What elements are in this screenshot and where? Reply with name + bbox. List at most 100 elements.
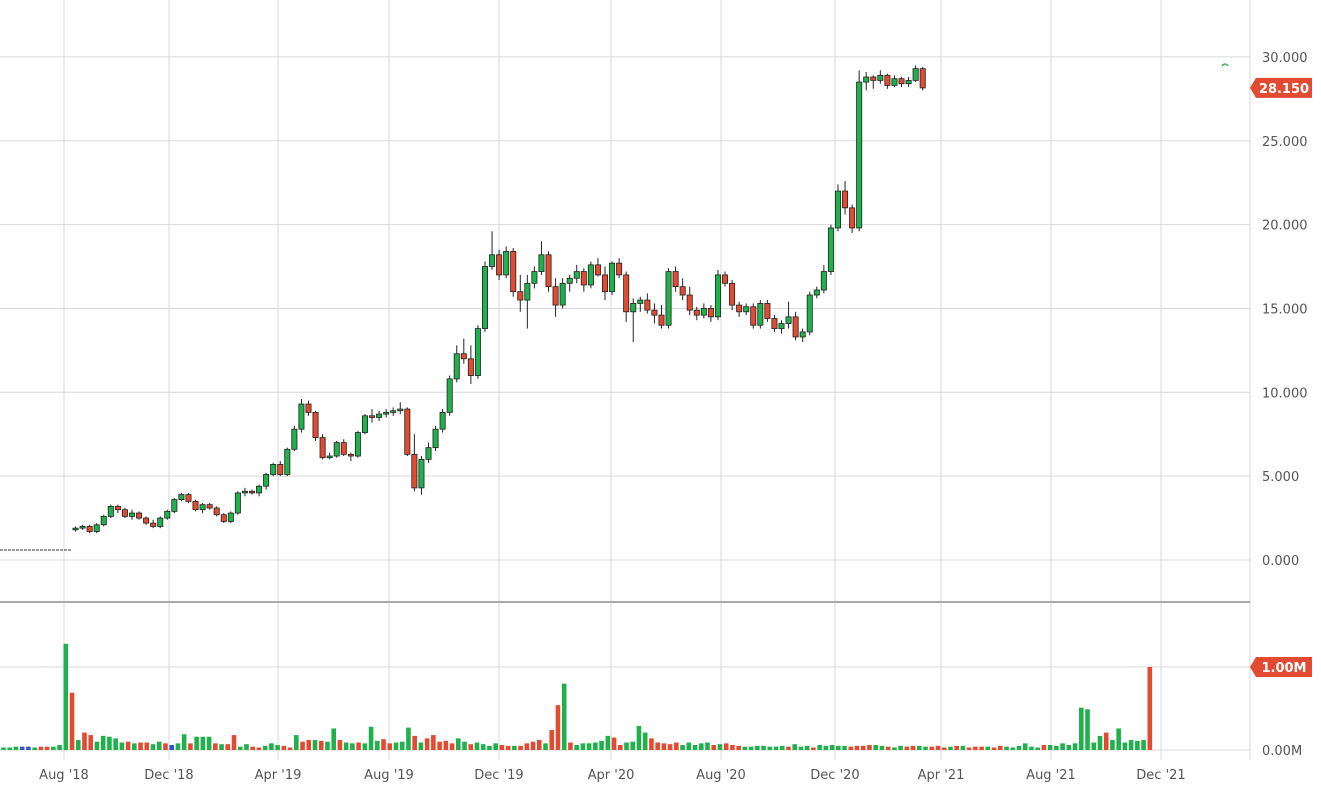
candle[interactable] bbox=[263, 472, 270, 490]
volume-bar[interactable] bbox=[904, 746, 910, 750]
candle[interactable] bbox=[736, 301, 743, 317]
candle[interactable] bbox=[72, 526, 79, 532]
candle[interactable] bbox=[446, 375, 453, 416]
volume-bar[interactable] bbox=[692, 745, 698, 750]
volume-bar[interactable] bbox=[1066, 745, 1072, 750]
volume-bar[interactable] bbox=[119, 742, 125, 750]
volume-bar[interactable] bbox=[518, 745, 523, 750]
volume-bar[interactable] bbox=[966, 747, 972, 750]
candle[interactable] bbox=[496, 249, 503, 280]
candle[interactable] bbox=[284, 447, 291, 477]
candle[interactable] bbox=[651, 303, 658, 324]
candle[interactable] bbox=[347, 452, 354, 462]
volume-bar[interactable] bbox=[356, 742, 361, 750]
candle[interactable] bbox=[121, 508, 128, 519]
candle[interactable] bbox=[757, 300, 764, 329]
candle[interactable] bbox=[270, 462, 277, 477]
volume-bar[interactable] bbox=[536, 740, 542, 750]
volume-bar[interactable] bbox=[811, 747, 816, 750]
volume-bar[interactable] bbox=[1016, 745, 1022, 750]
candle[interactable] bbox=[573, 264, 580, 284]
volume-bar[interactable] bbox=[910, 745, 916, 750]
candle[interactable] bbox=[665, 268, 672, 329]
candle[interactable] bbox=[714, 269, 721, 321]
candle[interactable] bbox=[842, 180, 849, 215]
volume-bar[interactable] bbox=[138, 742, 143, 750]
candle[interactable] bbox=[834, 184, 841, 232]
candle[interactable] bbox=[411, 434, 418, 492]
volume-bar[interactable] bbox=[237, 746, 243, 750]
candle[interactable] bbox=[220, 513, 227, 524]
volume-bar[interactable] bbox=[418, 742, 424, 750]
volume-bar[interactable] bbox=[680, 745, 685, 750]
volume-bar[interactable] bbox=[381, 739, 386, 750]
volume-bar[interactable] bbox=[530, 741, 536, 750]
volume-bar[interactable] bbox=[82, 732, 87, 750]
volume-bar[interactable] bbox=[343, 742, 349, 750]
volume-bar[interactable] bbox=[705, 742, 710, 750]
volume-bar[interactable] bbox=[63, 643, 69, 750]
candle[interactable] bbox=[128, 509, 135, 520]
volume-bar[interactable] bbox=[630, 741, 636, 750]
volume-bar[interactable] bbox=[867, 745, 872, 750]
candle[interactable] bbox=[248, 489, 255, 495]
volume-bar[interactable] bbox=[655, 742, 660, 750]
volume-bar[interactable] bbox=[51, 746, 56, 750]
volume-bar[interactable] bbox=[568, 742, 573, 750]
volume-bar[interactable] bbox=[667, 744, 673, 750]
volume-bar[interactable] bbox=[642, 732, 648, 750]
volume-bar[interactable] bbox=[998, 745, 1003, 750]
candle[interactable] bbox=[813, 286, 820, 299]
candle[interactable] bbox=[79, 524, 86, 530]
candle[interactable] bbox=[143, 516, 150, 525]
candle[interactable] bbox=[136, 511, 143, 520]
volume-bar[interactable] bbox=[792, 744, 798, 750]
volume-bar[interactable] bbox=[275, 745, 280, 750]
volume-bar[interactable] bbox=[593, 742, 598, 750]
candle[interactable] bbox=[771, 315, 778, 332]
volume-bar[interactable] bbox=[312, 740, 318, 750]
volume-bar[interactable] bbox=[1010, 747, 1016, 750]
volume-bar[interactable] bbox=[7, 747, 13, 750]
candle[interactable] bbox=[820, 264, 827, 294]
volume-bar[interactable] bbox=[200, 736, 206, 750]
volume-bar[interactable] bbox=[767, 746, 773, 750]
candle[interactable] bbox=[827, 224, 834, 275]
candle[interactable] bbox=[114, 504, 121, 514]
volume-bar[interactable] bbox=[32, 747, 37, 750]
candle[interactable] bbox=[432, 425, 439, 451]
volume-bar[interactable] bbox=[742, 746, 748, 750]
candle[interactable] bbox=[227, 511, 234, 524]
volume-bar[interactable] bbox=[294, 735, 299, 750]
candle[interactable] bbox=[164, 509, 171, 520]
candle[interactable] bbox=[799, 328, 806, 342]
candle[interactable] bbox=[658, 305, 665, 329]
volume-bar[interactable] bbox=[873, 745, 878, 750]
volume-bar[interactable] bbox=[829, 745, 835, 750]
candle[interactable] bbox=[623, 271, 630, 322]
volume-bar[interactable] bbox=[755, 745, 760, 750]
volume-bar[interactable] bbox=[132, 743, 137, 750]
volume-bar[interactable] bbox=[1091, 742, 1097, 750]
volume-bar[interactable] bbox=[13, 746, 19, 750]
volume-bar[interactable] bbox=[219, 744, 224, 750]
volume-bar[interactable] bbox=[973, 746, 978, 750]
volume-bar[interactable] bbox=[163, 743, 168, 750]
candle[interactable] bbox=[192, 499, 199, 512]
candle[interactable] bbox=[594, 258, 601, 277]
candle[interactable] bbox=[354, 430, 361, 458]
volume-bar[interactable] bbox=[1085, 709, 1090, 750]
volume-bar[interactable] bbox=[512, 745, 517, 750]
volume-bar[interactable] bbox=[779, 745, 785, 750]
volume-bar[interactable] bbox=[499, 745, 505, 750]
volume-bar[interactable] bbox=[848, 746, 854, 750]
candle[interactable] bbox=[510, 248, 517, 297]
volume-bar[interactable] bbox=[599, 740, 604, 750]
candle[interactable] bbox=[524, 274, 531, 329]
volume-bar[interactable] bbox=[449, 743, 455, 750]
volume-bar[interactable] bbox=[144, 742, 150, 750]
candle[interactable] bbox=[856, 70, 863, 232]
volume-bar[interactable] bbox=[617, 745, 623, 750]
candle[interactable] bbox=[566, 274, 573, 292]
